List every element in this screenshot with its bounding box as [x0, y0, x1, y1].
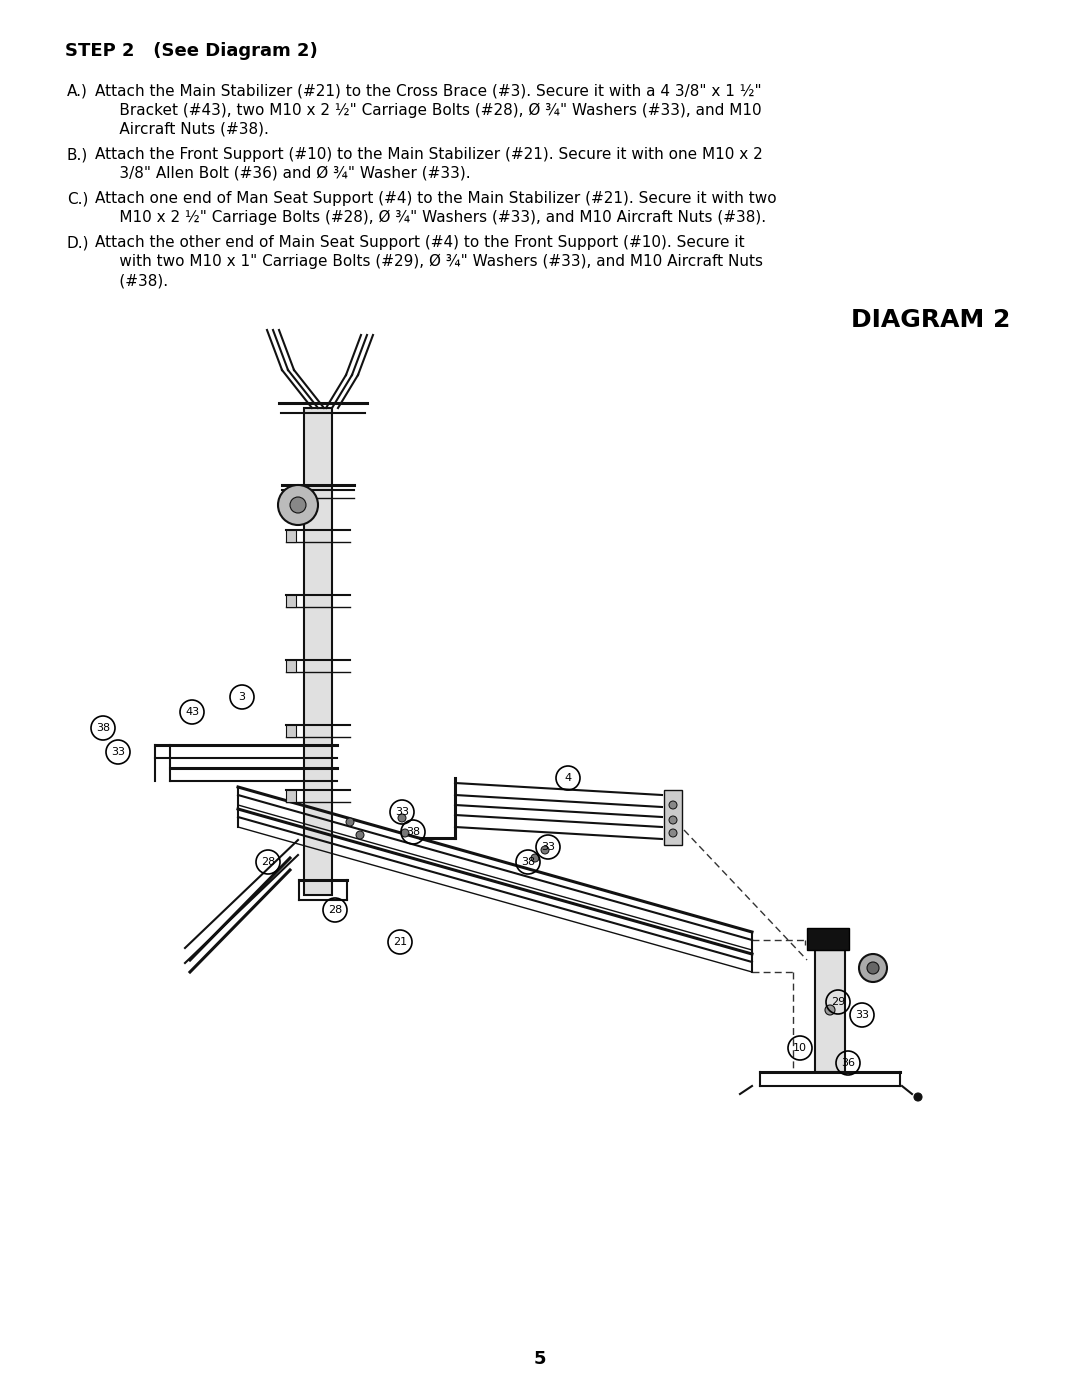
Circle shape — [356, 831, 364, 840]
Polygon shape — [807, 928, 849, 950]
Text: 21: 21 — [393, 937, 407, 947]
Text: Bracket (#43), two M10 x 2 ½" Carriage Bolts (#28), Ø ¾" Washers (#33), and M10: Bracket (#43), two M10 x 2 ½" Carriage B… — [95, 103, 761, 119]
Polygon shape — [286, 725, 296, 738]
Polygon shape — [303, 408, 332, 895]
Circle shape — [914, 1092, 922, 1101]
Circle shape — [867, 963, 879, 974]
Text: B.): B.) — [67, 147, 89, 162]
Polygon shape — [286, 789, 296, 802]
Text: Attach the Main Stabilizer (#21) to the Cross Brace (#3). Secure it with a 4 3/8: Attach the Main Stabilizer (#21) to the … — [95, 84, 761, 99]
Circle shape — [669, 816, 677, 824]
Text: 4: 4 — [565, 773, 571, 782]
Text: (#38).: (#38). — [95, 272, 168, 288]
Circle shape — [669, 828, 677, 837]
Text: 33: 33 — [111, 747, 125, 757]
Text: STEP 2   (See Diagram 2): STEP 2 (See Diagram 2) — [65, 42, 318, 60]
Circle shape — [346, 819, 354, 826]
Text: Aircraft Nuts (#38).: Aircraft Nuts (#38). — [95, 122, 269, 137]
Polygon shape — [664, 789, 681, 845]
Text: 33: 33 — [855, 1010, 869, 1020]
Circle shape — [859, 954, 887, 982]
Text: 38: 38 — [96, 724, 110, 733]
Text: 29: 29 — [831, 997, 846, 1007]
Text: Attach one end of Man Seat Support (#4) to the Main Stabilizer (#21). Secure it : Attach one end of Man Seat Support (#4) … — [95, 191, 777, 205]
Text: 43: 43 — [185, 707, 199, 717]
Text: 5: 5 — [534, 1350, 546, 1368]
Text: 38: 38 — [406, 827, 420, 837]
Circle shape — [825, 1004, 835, 1016]
Polygon shape — [286, 659, 296, 672]
Text: 10: 10 — [793, 1044, 807, 1053]
Circle shape — [401, 828, 409, 837]
Text: 28: 28 — [328, 905, 342, 915]
Text: 36: 36 — [841, 1058, 855, 1067]
Polygon shape — [286, 595, 296, 608]
Circle shape — [399, 814, 406, 821]
Text: A.): A.) — [67, 84, 87, 99]
Text: DIAGRAM 2: DIAGRAM 2 — [851, 307, 1010, 332]
Text: Attach the Front Support (#10) to the Main Stabilizer (#21). Secure it with one : Attach the Front Support (#10) to the Ma… — [95, 147, 762, 162]
Text: 33: 33 — [395, 807, 409, 817]
Text: with two M10 x 1" Carriage Bolts (#29), Ø ¾" Washers (#33), and M10 Aircraft Nut: with two M10 x 1" Carriage Bolts (#29), … — [95, 254, 762, 270]
Text: Attach the other end of Main Seat Support (#4) to the Front Support (#10). Secur: Attach the other end of Main Seat Suppor… — [95, 235, 744, 250]
Circle shape — [541, 847, 549, 854]
Text: D.): D.) — [67, 235, 90, 250]
Text: M10 x 2 ½" Carriage Bolts (#28), Ø ¾" Washers (#33), and M10 Aircraft Nuts (#38): M10 x 2 ½" Carriage Bolts (#28), Ø ¾" Wa… — [95, 210, 766, 225]
Text: 33: 33 — [541, 842, 555, 852]
Text: 3: 3 — [239, 692, 245, 703]
Circle shape — [531, 854, 539, 862]
Polygon shape — [815, 950, 845, 1071]
Circle shape — [291, 497, 306, 513]
Polygon shape — [286, 529, 296, 542]
Text: 28: 28 — [261, 856, 275, 868]
Text: C.): C.) — [67, 191, 89, 205]
Text: 3/8" Allen Bolt (#36) and Ø ¾" Washer (#33).: 3/8" Allen Bolt (#36) and Ø ¾" Washer (#… — [95, 166, 471, 182]
Text: 38: 38 — [521, 856, 535, 868]
Circle shape — [278, 485, 318, 525]
Circle shape — [669, 800, 677, 809]
